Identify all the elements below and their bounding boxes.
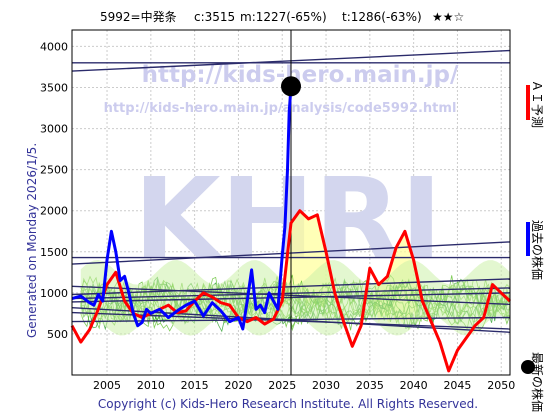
header-code: 5992=中発条: [100, 9, 177, 24]
y-tick-label: 1000: [40, 287, 68, 300]
legend-past-label: 過去の株価: [530, 220, 545, 280]
x-tick-label: 2025: [268, 379, 296, 392]
y-tick-label: 4000: [40, 40, 68, 53]
y-tick-label: 2000: [40, 205, 68, 218]
x-tick-label: 2005: [93, 379, 121, 392]
x-tick-label: 2015: [181, 379, 209, 392]
x-tick-label: 2050: [487, 379, 515, 392]
y-tick-label: 3500: [40, 82, 68, 95]
legend-latest-swatch: [521, 360, 535, 374]
x-tick-label: 2035: [356, 379, 384, 392]
header-rating: ★★☆: [432, 10, 464, 24]
y-tick-label: 2500: [40, 164, 68, 177]
latest-price-dot: [281, 76, 301, 97]
legend: ＡＩ予測 過去の株価 最新の株価: [521, 80, 545, 412]
header-target: t:1286(-63%): [342, 10, 422, 24]
x-tick-label: 2020: [224, 379, 252, 392]
legend-latest-label: 最新の株価: [530, 352, 545, 412]
past-price-line: [71, 86, 293, 331]
x-tick-label: 2040: [400, 379, 428, 392]
copyright-footer: Copyright (c) Kids-Hero Research Institu…: [98, 397, 478, 411]
y-tick-label: 500: [47, 328, 68, 341]
y-tick-label: 1500: [40, 246, 68, 259]
y-axis-ticks: 500 1000 1500 2000 2500 3000 3500 4000: [40, 40, 68, 341]
y-tick-label: 3000: [40, 123, 68, 136]
watermark-url-detail: http://kids-hero.main.jp/analysis/code59…: [104, 101, 457, 116]
legend-ai-label: ＡＩ予測: [530, 80, 544, 128]
x-tick-label: 2030: [312, 379, 340, 392]
header-max: m:1227(-65%): [240, 10, 327, 24]
header-current: c:3515: [194, 10, 235, 24]
x-tick-label: 2010: [137, 379, 165, 392]
plot-area: KHRI http://kids-hero.main.jp/ http://ki…: [70, 29, 512, 376]
x-tick-label: 2045: [443, 379, 471, 392]
generated-date: Generated on Monday 2026/1/5.: [25, 143, 39, 338]
plot-frame: [71, 29, 511, 376]
x-axis-ticks: 2005 2010 2015 2020 2025 2030 2035 2040 2045 2050: [93, 379, 515, 392]
